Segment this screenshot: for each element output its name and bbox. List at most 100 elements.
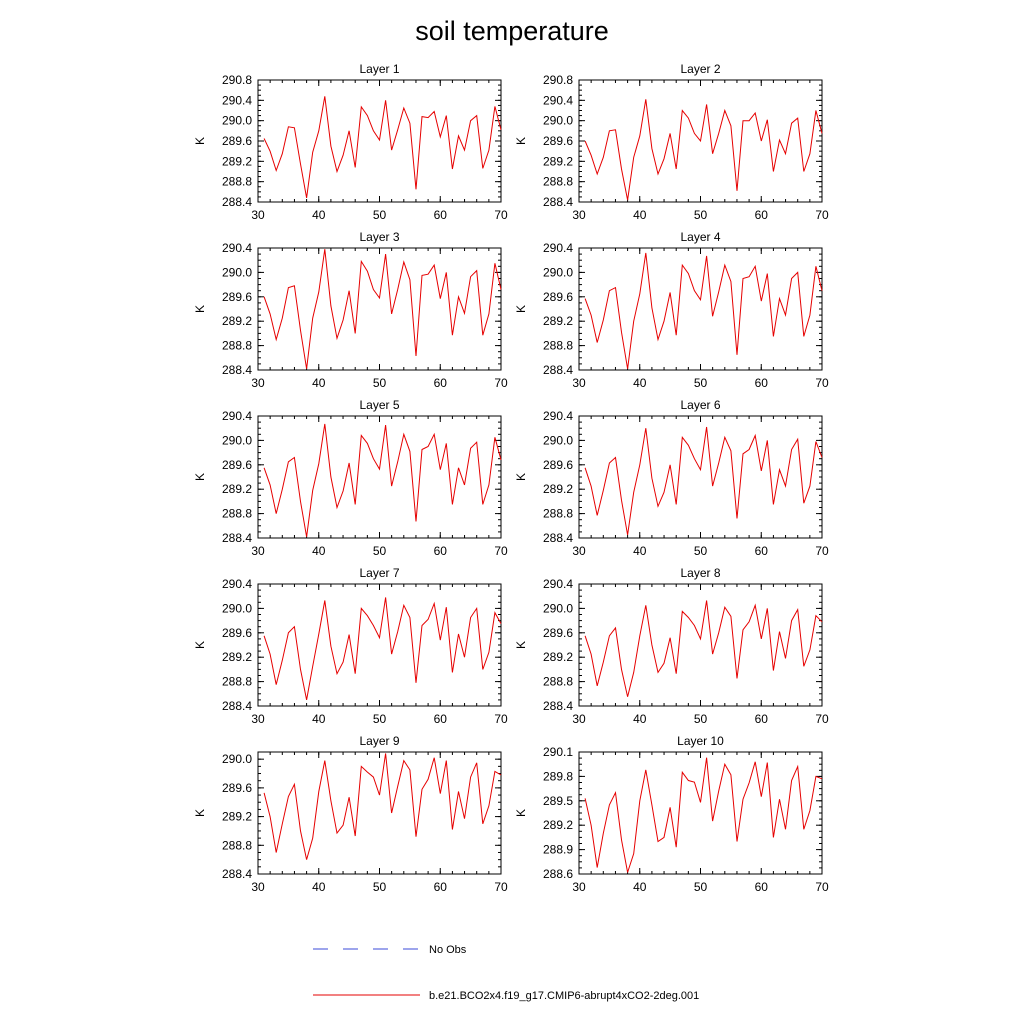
chart-panel-9: Layer 9 K 30 40 50 60 70 288.4 288.8 289.2 289.6 29… [193,734,508,894]
chart-panel-6: Layer 6 K 30 40 50 60 70 288.4 288.8 289.2 289.6 29… [514,398,829,558]
x-tick-label: 40 [633,712,647,726]
chart-panel-8: Layer 8 K 30 40 50 60 70 288.4 288.8 289.2 289.6 29… [514,566,829,726]
y-axis-label: K [193,641,207,649]
y-axis-label: K [193,473,207,481]
y-tick-label: 288.4 [222,867,252,881]
y-tick-label: 289.6 [222,134,252,148]
y-tick-label: 290.0 [222,752,252,766]
x-tick-label: 50 [694,376,708,390]
chart-panel-4: Layer 4 K 30 40 50 60 70 288.4 288.8 289.2 289.6 29… [514,230,829,390]
x-tick-label: 30 [251,544,265,558]
series-line [584,600,823,697]
x-tick-label: 60 [434,544,448,558]
y-tick-label: 288.4 [222,531,252,545]
panel-title: Layer 10 [677,734,724,748]
y-tick-label: 290.8 [222,73,252,87]
y-tick-label: 290.4 [543,93,573,107]
legend: No Obs b.e21.BCO2x4.f19_g17.CMIP6-abrupt… [313,944,699,1002]
chart-panel-3: Layer 3 K 30 40 50 60 70 288.4 288.8 289.2 289.6 29… [193,230,508,390]
x-tick-label: 70 [494,376,508,390]
y-tick-label: 289.2 [543,482,573,496]
panel-title: Layer 6 [680,398,720,412]
y-tick-label: 289.6 [543,134,573,148]
y-tick-label: 289.2 [222,650,252,664]
series-line [584,99,823,201]
panel-title: Layer 1 [359,62,399,76]
x-tick-label: 30 [572,880,586,894]
y-tick-label: 288.4 [222,195,252,209]
x-tick-label: 40 [312,208,326,222]
chart-panel-1: Layer 1 K 30 40 50 60 70 288.4 288.8 289.2 289.6 29… [193,62,508,222]
x-tick-label: 40 [633,208,647,222]
series-line [584,426,823,535]
y-tick-label: 288.8 [543,675,573,689]
y-tick-label: 290.4 [543,241,573,255]
x-tick-label: 30 [572,208,586,222]
y-tick-label: 290.8 [543,73,573,87]
y-tick-label: 289.6 [222,626,252,640]
x-tick-label: 50 [373,376,387,390]
series-line [584,252,823,369]
y-tick-label: 288.8 [543,339,573,353]
x-tick-label: 30 [251,712,265,726]
plot-frame [257,247,502,371]
y-tick-label: 289.2 [222,482,252,496]
x-tick-label: 70 [815,544,829,558]
y-tick-label: 288.4 [222,699,252,713]
y-tick-label: 289.6 [222,781,252,795]
y-tick-label: 289.6 [543,626,573,640]
x-tick-label: 70 [494,712,508,726]
panel-title: Layer 9 [359,734,399,748]
y-tick-label: 289.2 [543,314,573,328]
y-tick-label: 290.0 [543,114,573,128]
y-tick-label: 288.8 [222,838,252,852]
y-tick-label: 289.6 [543,290,573,304]
series-line [263,249,502,369]
plot-frame [257,415,502,539]
x-tick-label: 40 [633,880,647,894]
y-tick-label: 288.8 [222,675,252,689]
x-tick-label: 30 [572,712,586,726]
series-line [263,423,502,537]
y-tick-label: 290.0 [222,601,252,615]
y-tick-label: 289.8 [543,769,573,783]
y-tick-label: 289.6 [222,458,252,472]
panel-title: Layer 5 [359,398,399,412]
x-tick-label: 30 [251,208,265,222]
x-tick-label: 40 [312,712,326,726]
y-axis-label: K [514,473,528,481]
y-tick-label: 290.1 [543,745,573,759]
y-tick-label: 288.4 [222,363,252,377]
chart-panel-2: Layer 2 K 30 40 50 60 70 288.4 288.8 289.2 289.6 29… [514,62,829,222]
y-tick-label: 288.8 [543,175,573,189]
panel-title: Layer 7 [359,566,399,580]
x-tick-label: 50 [373,544,387,558]
x-tick-label: 30 [572,544,586,558]
x-tick-label: 30 [251,880,265,894]
y-axis-label: K [514,809,528,817]
y-tick-label: 289.6 [543,458,573,472]
x-tick-label: 70 [494,208,508,222]
x-tick-label: 40 [312,376,326,390]
y-axis-label: K [514,305,528,313]
y-tick-label: 290.4 [543,577,573,591]
legend-label-no-obs: No Obs [429,944,467,956]
y-tick-label: 288.8 [222,175,252,189]
y-axis-label: K [193,137,207,145]
series-line [263,597,502,700]
y-tick-label: 289.6 [222,290,252,304]
legend-label-model: b.e21.BCO2x4.f19_g17.CMIP6-abrupt4xCO2-2… [429,990,699,1002]
x-tick-label: 70 [815,376,829,390]
x-tick-label: 70 [815,208,829,222]
panel-title: Layer 2 [680,62,720,76]
x-tick-label: 60 [434,376,448,390]
panel-title: Layer 4 [680,230,720,244]
plot-frame [257,583,502,707]
series-line [263,96,502,198]
x-tick-label: 70 [815,880,829,894]
x-tick-label: 50 [694,712,708,726]
x-tick-label: 60 [434,880,448,894]
figure-title: soil temperature [415,16,609,46]
y-tick-label: 290.0 [222,433,252,447]
x-tick-label: 50 [373,712,387,726]
